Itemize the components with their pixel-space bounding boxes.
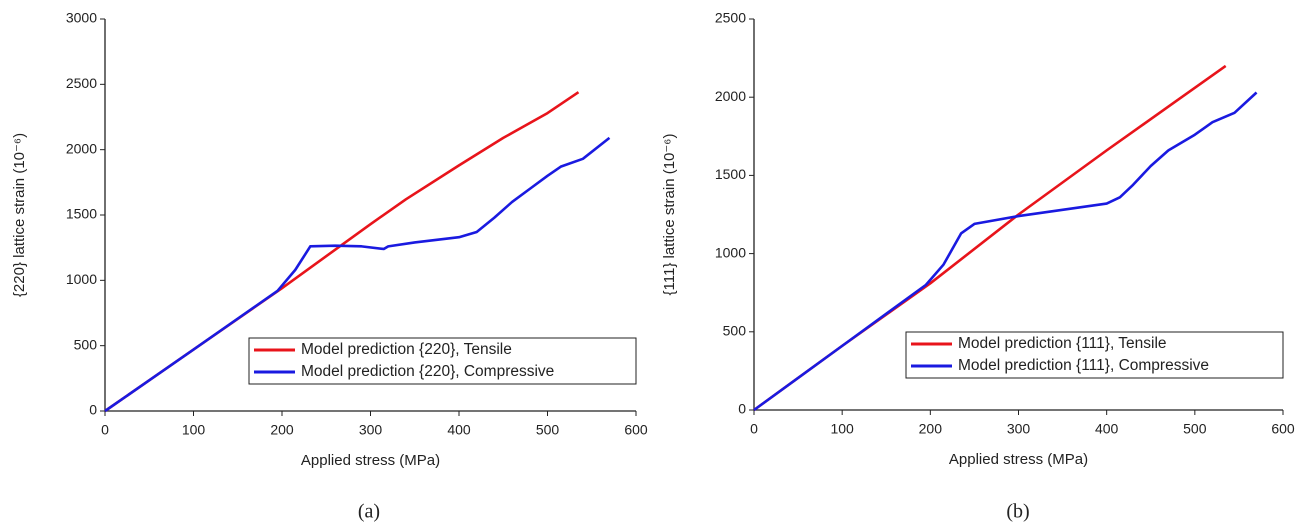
chart: 0 100 200 300 400 500 600 0 500 1000 1500 2000 2500 3… bbox=[11, 10, 648, 523]
x-tick-label: 200 bbox=[919, 421, 943, 437]
y-tick-label: 1000 bbox=[715, 244, 746, 260]
legend-label: Model prediction {111}, Tensile bbox=[958, 335, 1167, 352]
y-tick-label: 3000 bbox=[66, 10, 97, 26]
y-tick-label: 2000 bbox=[66, 140, 97, 156]
y-axis-title: {220} lattice strain (10⁻⁶) bbox=[11, 133, 28, 297]
x-tick-label: 100 bbox=[182, 422, 206, 438]
legend-label: Model prediction {220}, Tensile bbox=[301, 341, 512, 358]
chart: 0 100 200 300 400 500 600 0 500 1000 1500 2000 2500 A… bbox=[661, 10, 1295, 523]
y-axis-title: {111} lattice strain (10⁻⁶) bbox=[661, 134, 678, 296]
legend-label: Model prediction {111}, Compressive bbox=[958, 357, 1209, 374]
x-tick-label: 400 bbox=[1095, 421, 1119, 437]
y-tick-label: 2000 bbox=[715, 88, 746, 104]
y-tick-label: 0 bbox=[738, 401, 746, 417]
y-tick-label: 500 bbox=[74, 336, 98, 352]
legend-label: Model prediction {220}, Compressive bbox=[301, 363, 554, 380]
x-axis-title: Applied stress (MPa) bbox=[949, 451, 1088, 468]
x-tick-label: 400 bbox=[447, 422, 471, 438]
legend-box bbox=[905, 331, 1284, 379]
y-tick-label: 500 bbox=[723, 323, 747, 339]
y-tick-label: 2500 bbox=[66, 75, 97, 91]
x-tick-label: 600 bbox=[1271, 421, 1295, 437]
x-tick-label: 500 bbox=[536, 422, 560, 438]
x-tick-label: 500 bbox=[1183, 421, 1207, 437]
y-tick-label: 1500 bbox=[66, 206, 97, 222]
x-tick-label: 300 bbox=[359, 422, 383, 438]
x-tick-label: 100 bbox=[830, 421, 854, 437]
x-tick-label: 300 bbox=[1007, 421, 1031, 437]
y-tick-label: 1000 bbox=[66, 271, 97, 287]
x-tick-label: 0 bbox=[750, 421, 758, 437]
x-tick-label: 600 bbox=[624, 422, 648, 438]
y-tick-label: 2500 bbox=[715, 10, 746, 26]
x-tick-label: 200 bbox=[270, 422, 294, 438]
x-tick-label: 0 bbox=[101, 422, 109, 438]
series-line bbox=[104, 136, 611, 413]
caption: (b) bbox=[1006, 501, 1029, 523]
legend-box bbox=[248, 337, 637, 385]
y-tick-label: 1500 bbox=[715, 166, 746, 182]
series-line bbox=[753, 91, 1258, 412]
caption: (a) bbox=[358, 501, 380, 523]
x-axis-title: Applied stress (MPa) bbox=[301, 452, 440, 469]
y-tick-label: 0 bbox=[89, 402, 97, 418]
